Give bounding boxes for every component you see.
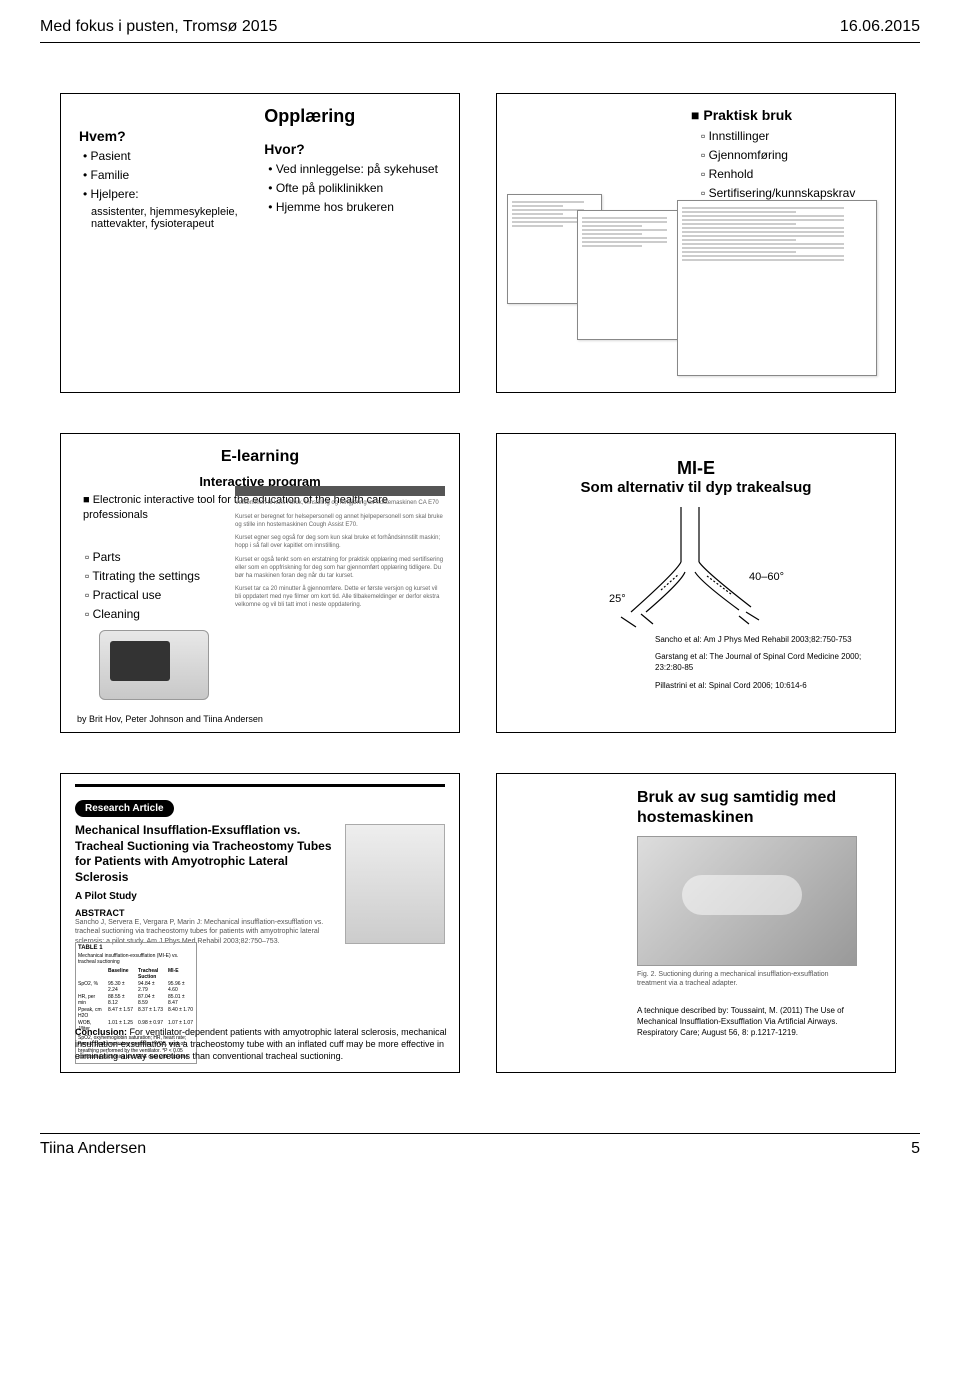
- hvem-list: Pasient Familie Hjelpere:: [79, 148, 238, 203]
- footer-left: Tiina Andersen: [40, 1140, 146, 1158]
- slide-praktisk-bruk: Praktisk bruk Innstillinger Gjennomførin…: [496, 93, 896, 393]
- list-item: Innstillinger: [701, 128, 877, 144]
- list-item: Gjennomføring: [701, 147, 877, 163]
- technique-ref: A technique described by: Toussaint, M. …: [637, 1006, 877, 1038]
- slides: Hvem? Pasient Familie Hjelpere: assisten…: [0, 43, 960, 1133]
- hvem-title: Hvem?: [79, 128, 238, 144]
- citations: Sancho et al: Am J Phys Med Rehabil 2003…: [515, 634, 877, 691]
- slide-opplaering: Hvem? Pasient Familie Hjelpere: assisten…: [60, 93, 460, 393]
- device-image: [99, 630, 209, 700]
- trachea-diagram: 25° 40–60°: [581, 502, 811, 632]
- header-right: 16.06.2015: [840, 18, 920, 36]
- citation: Garstang et al: The Journal of Spinal Co…: [655, 651, 877, 673]
- list-item: Ofte på poliklinikken: [268, 180, 441, 196]
- praktisk-list: Innstillinger Gjennomføring Renhold Sert…: [687, 128, 877, 202]
- mie-subtitle: Som alternativ til dyp trakealsug: [515, 479, 877, 496]
- page-header: Med fokus i pusten, Tromsø 2015 16.06.20…: [0, 0, 960, 40]
- list-item: Hjelpere:: [83, 186, 238, 202]
- citation: Sancho et al: Am J Phys Med Rehabil 2003…: [655, 634, 877, 645]
- list-item: Ved innleggelse: på sykehuset: [268, 161, 441, 177]
- research-badge: Research Article: [75, 800, 174, 817]
- article-title: Mechanical Insufflation-Exsufflation vs.…: [75, 823, 335, 885]
- header-left: Med fokus i pusten, Tromsø 2015: [40, 18, 277, 36]
- list-item: Familie: [83, 167, 238, 183]
- opplaering-title: Opplæring: [264, 106, 441, 127]
- footer-right: 5: [911, 1140, 920, 1158]
- angle-40-60: 40–60°: [749, 571, 784, 583]
- slide-bruk-av-sug: Bruk av sug samtidig med hostemaskinen F…: [496, 773, 896, 1073]
- sug-title: Bruk av sug samtidig med hostemaskinen: [637, 788, 877, 828]
- slide-research-article: Research Article Mechanical Insufflation…: [60, 773, 460, 1073]
- abstract-label: ABSTRACT: [75, 908, 335, 918]
- slide-mie: MI-E Som alternativ til dyp trakealsug 2…: [496, 433, 896, 733]
- praktisk-title-list: Praktisk bruk: [687, 106, 877, 125]
- elearning-title: E-learning: [79, 448, 441, 466]
- suction-photo: [637, 836, 857, 966]
- hvem-sub: assistenter, hjemmesykepleie, nattevakte…: [79, 206, 238, 230]
- article-photo: [345, 824, 445, 944]
- list-item: Renhold: [701, 166, 877, 182]
- figure-caption: Fig. 2. Suctioning during a mechanical i…: [637, 970, 857, 988]
- hvor-title: Hvor?: [264, 141, 441, 157]
- list-item: Pasient: [83, 148, 238, 164]
- elearning-panel: Velkommen til kurs i bruk, innstilling o…: [235, 486, 445, 610]
- document-stack: [507, 194, 877, 384]
- byline: by Brit Hov, Peter Johnson and Tiina And…: [77, 714, 263, 724]
- page-footer: Tiina Andersen 5: [0, 1134, 960, 1184]
- conclusion: Conclusion: For ventilator-dependent pat…: [75, 1026, 447, 1062]
- praktisk-title: Praktisk bruk: [691, 106, 877, 125]
- article-subtitle: A Pilot Study: [75, 891, 335, 902]
- slide-elearning: E-learning Interactive program Electroni…: [60, 433, 460, 733]
- mie-title: MI-E: [515, 458, 877, 479]
- citation: Pillastrini et al: Spinal Cord 2006; 10:…: [655, 680, 877, 691]
- angle-25: 25°: [609, 593, 626, 605]
- hvor-list: Ved innleggelse: på sykehuset Ofte på po…: [264, 161, 441, 216]
- list-item: Hjemme hos brukeren: [268, 199, 441, 215]
